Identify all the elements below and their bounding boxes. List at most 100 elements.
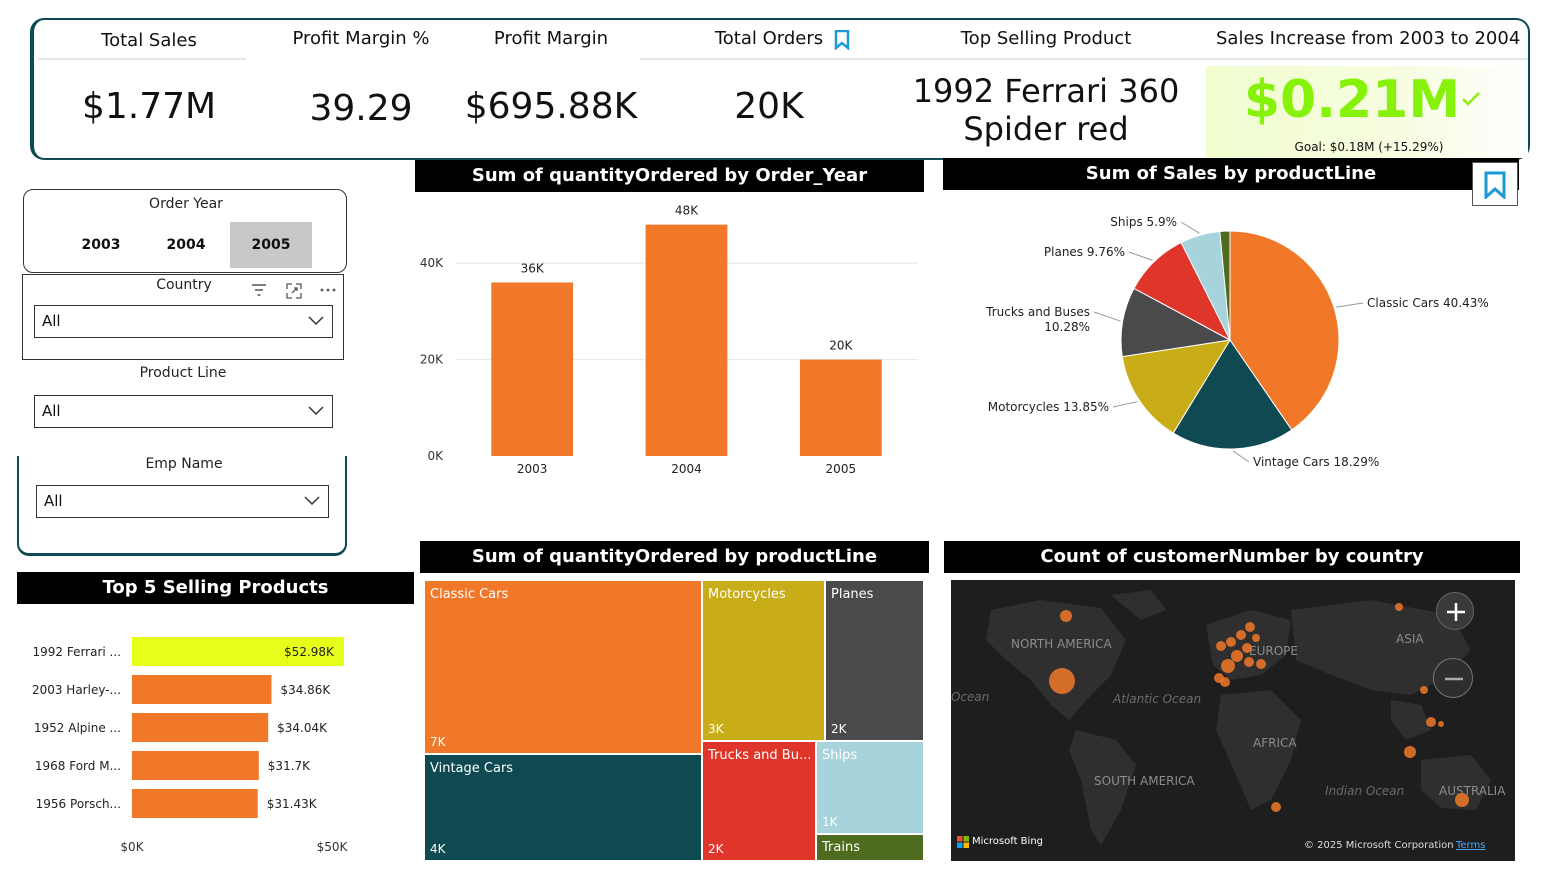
top5-bar[interactable] [132, 637, 344, 666]
top5-category-label: 2003 Harley-... [32, 683, 121, 697]
emp-name-slicer: Emp Name All [17, 456, 347, 556]
kpi-strip: Total Sales $1.77M Profit Margin % 39.29… [30, 18, 1530, 160]
goal-background [1206, 66, 1528, 158]
product-line-dropdown[interactable]: All [34, 395, 333, 428]
pie-slice[interactable] [1229, 230, 1340, 431]
treemap-cell-trucks[interactable]: Trucks and Bu... 2K [702, 741, 816, 861]
pie-slice[interactable] [1172, 339, 1293, 450]
treemap-cell-trains[interactable]: Trains [816, 834, 924, 861]
map-bubble [1049, 668, 1075, 694]
map-bubble [1060, 610, 1072, 622]
top5-value-label: $34.04K [277, 721, 328, 735]
treemap-title: Sum of quantityOrdered by productLine [420, 541, 929, 573]
top5-bar[interactable] [132, 751, 259, 780]
filter-icon[interactable] [251, 283, 267, 297]
top5-value-label: $34.86K [280, 683, 331, 697]
y-tick-label: 0K [427, 449, 444, 463]
year-2003-button[interactable]: 2003 [81, 237, 121, 253]
treemap-value: 3K [708, 722, 724, 736]
map-label-ocean-west: Ocean [951, 690, 990, 704]
year-bar[interactable] [645, 224, 728, 456]
map-bubble [1236, 630, 1246, 640]
map-bubble [1426, 717, 1436, 727]
pie-bookmark-button[interactable] [1472, 162, 1518, 206]
pie-leader-line [1112, 401, 1138, 408]
map-title: Count of customerNumber by country [944, 541, 1520, 573]
product-line-dropdown-value: All [42, 402, 61, 420]
bookmark-icon [1484, 171, 1506, 199]
plus-icon [1447, 603, 1465, 621]
more-options-icon[interactable] [320, 287, 336, 293]
pie-slice[interactable] [1219, 230, 1231, 341]
map-label-south-america: SOUTH AMERICA [1094, 774, 1195, 788]
map-land [986, 590, 1491, 845]
top5-value-label: $31.43K [267, 797, 318, 811]
map-bubbles [1049, 603, 1469, 812]
x-tick-label: 2003 [517, 462, 548, 476]
treemap-cell-vintage-cars[interactable]: Vintage Cars 4K [424, 754, 702, 861]
kpi-total-sales-value: $1.77M [81, 86, 217, 127]
map-bubble [1221, 659, 1235, 673]
focus-mode-icon[interactable] [286, 283, 302, 299]
top5-bar[interactable] [132, 675, 272, 704]
bookmark-icon[interactable] [834, 30, 850, 50]
zoom-in-button[interactable] [1436, 592, 1474, 630]
microsoft-logo-icon [957, 836, 969, 848]
terms-link[interactable]: Terms [1456, 840, 1486, 851]
year-bar[interactable] [799, 359, 882, 456]
top5-category-label: 1952 Alpine ... [34, 721, 121, 735]
map-bubble [1395, 603, 1403, 611]
pie-slice[interactable] [1120, 287, 1232, 358]
map-bubble [1242, 643, 1252, 653]
top5-title: Top 5 Selling Products [17, 572, 414, 604]
map-bubble [1216, 641, 1226, 651]
treemap-value: 4K [430, 842, 446, 856]
year-2004-button[interactable]: 2004 [166, 237, 206, 253]
pie-label: Planes 9.76% [1044, 245, 1125, 259]
emp-name-dropdown[interactable]: All [36, 485, 329, 518]
map-bubble [1244, 657, 1254, 667]
x-tick-label: $50K [317, 840, 349, 854]
pie-label: 10.28% [1044, 320, 1090, 334]
minus-icon [1445, 677, 1463, 681]
country-slicer: Country All [22, 274, 344, 360]
map-bubble [1245, 622, 1255, 632]
bar-data-label: 48K [675, 204, 699, 218]
country-dropdown[interactable]: All [34, 305, 333, 338]
copyright-text: © 2025 Microsoft Corporation [1304, 840, 1454, 851]
emp-name-label: Emp Name [145, 456, 223, 472]
treemap-value: 2K [708, 842, 724, 856]
year-2005-button[interactable]: 2005 [230, 222, 312, 268]
kpi-profit-margin-pct-value: 39.29 [309, 88, 413, 129]
pie-chart: Classic Cars 40.43% Vintage Cars 18.29% Mo… [985, 215, 1489, 469]
map-view[interactable]: NORTH AMERICA SOUTH AMERICA EUROPE ASIA … [951, 580, 1515, 861]
pie-label: Ships 5.9% [1110, 215, 1177, 229]
country-dropdown-value: All [42, 312, 61, 330]
top5-bar[interactable] [132, 713, 269, 742]
treemap-cell-planes[interactable]: Planes 2K [825, 580, 924, 741]
treemap-cell-ships[interactable]: Ships 1K [816, 741, 924, 834]
pie-label: Motorcycles 13.85% [988, 400, 1109, 414]
kpi-total-orders-value: 20K [734, 86, 804, 127]
year-bar[interactable] [491, 282, 574, 456]
country-label: Country [156, 277, 212, 293]
zoom-out-button[interactable] [1433, 658, 1473, 698]
treemap: Classic Cars 7K Vintage Cars 4K Motorcyc… [424, 580, 924, 861]
map-bubble [1404, 746, 1416, 758]
pie-slice[interactable] [1121, 339, 1231, 434]
year-bar-chart: 0K 20K 40K 36K 2003 48K 2004 20K 2005 [420, 204, 918, 476]
top5-bar[interactable] [132, 789, 258, 818]
map-bubble [1252, 634, 1260, 642]
year-bar-title: Sum of quantityOrdered by Order_Year [415, 160, 924, 192]
treemap-value: 7K [430, 735, 446, 749]
order-year-slicer: Order Year 2003 2004 2005 [23, 189, 347, 273]
treemap-value: 2K [831, 722, 847, 736]
pie-leader-line [1335, 302, 1364, 308]
top5-category-label: 1992 Ferrari ... [32, 645, 121, 659]
x-tick-label: $0K [120, 840, 144, 854]
top5-value-label: $52.98K [284, 645, 335, 659]
treemap-cell-motorcycles[interactable]: Motorcycles 3K [702, 580, 825, 741]
map-label-africa: AFRICA [1253, 736, 1297, 750]
treemap-cell-classic-cars[interactable]: Classic Cars 7K [424, 580, 702, 754]
kpi-sales-increase-title: Sales Increase from 2003 to 2004 [1216, 28, 1521, 49]
